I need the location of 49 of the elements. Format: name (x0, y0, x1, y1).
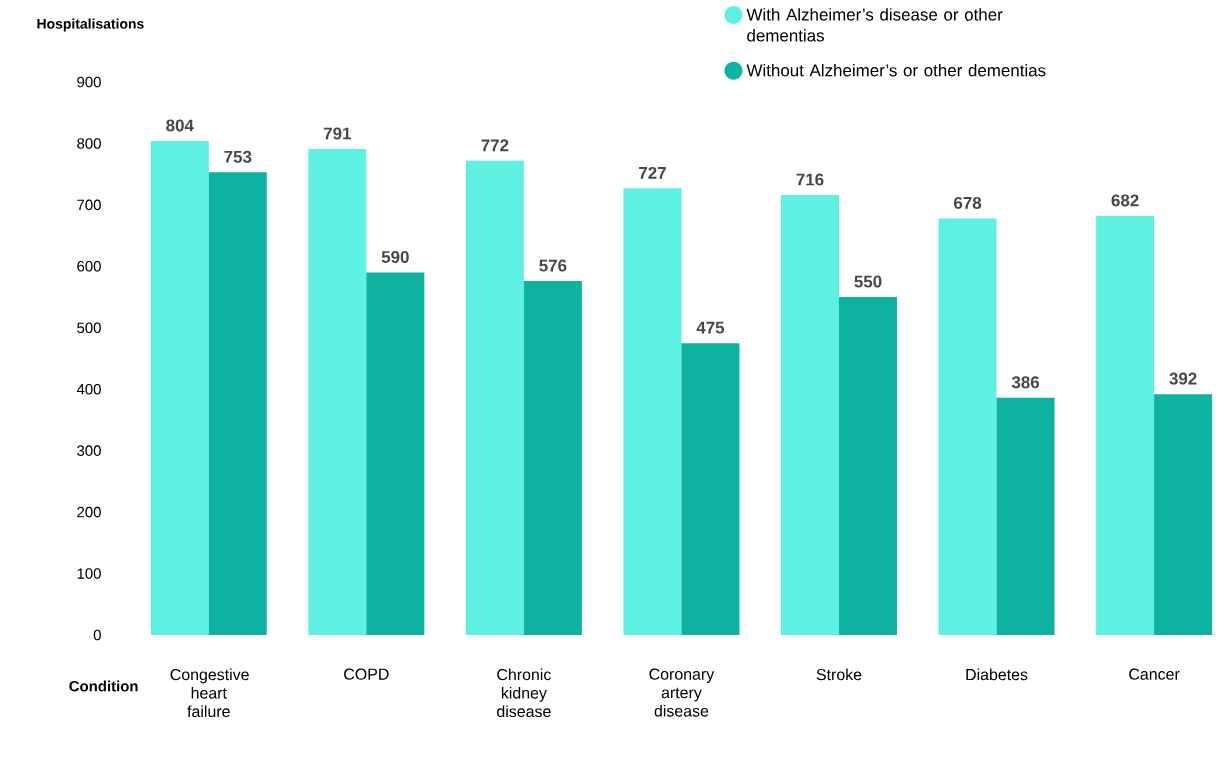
x-axis-title: Condition (69, 680, 138, 692)
bar (366, 272, 425, 635)
bar (838, 297, 897, 635)
bar (150, 140, 209, 635)
data-label: 682 (1111, 194, 1139, 207)
legend-label: Without Alzheimer’s or other dementias (746, 63, 1046, 77)
bar (465, 160, 524, 635)
data-label: 576 (539, 259, 567, 272)
data-label: 392 (1169, 372, 1197, 385)
data-label: 791 (323, 127, 351, 140)
x-tick-label: COPD (344, 668, 389, 680)
y-tick-label: 600 (77, 261, 101, 272)
bar (681, 343, 740, 635)
y-tick-label: 700 (77, 199, 101, 211)
y-tick-label: 300 (77, 445, 101, 456)
bar (208, 172, 267, 635)
y-axis-title: Hospitalisations (37, 18, 144, 32)
y-tick-label: 400 (76, 383, 101, 395)
bar (523, 281, 582, 635)
y-tick-label: 500 (77, 322, 101, 334)
data-label: 804 (166, 119, 194, 132)
bar (308, 148, 367, 635)
y-tick-label: 100 (77, 568, 101, 579)
x-tick-label: Cancer (1129, 668, 1180, 680)
data-label: 386 (1011, 376, 1040, 389)
bar (1154, 394, 1213, 635)
data-label: 475 (696, 321, 725, 334)
bar (1096, 215, 1155, 635)
data-label: 753 (224, 150, 252, 163)
x-tick-label: Congestive heart failure (170, 668, 249, 718)
y-tick-label: 800 (77, 138, 101, 149)
data-label: 678 (954, 196, 982, 209)
bar (938, 218, 997, 635)
x-tick-label: Stroke (816, 668, 862, 681)
y-tick-label: 200 (77, 506, 101, 518)
data-label: 716 (796, 173, 824, 186)
data-label: 727 (639, 166, 666, 179)
bar (780, 195, 839, 635)
legend-label: With Alzheimer’s disease or other dementias (746, 8, 1003, 42)
data-label: 590 (381, 250, 409, 263)
data-label: 772 (481, 139, 509, 152)
x-tick-label: Coronary artery disease (649, 668, 715, 717)
x-tick-label: Chronic kidney disease (497, 668, 551, 718)
data-label: 550 (854, 275, 882, 288)
bar (623, 188, 682, 635)
bar (996, 397, 1055, 635)
y-tick-label: 0 (93, 629, 101, 641)
x-tick-label: Diabetes (966, 668, 1028, 681)
y-tick-label: 900 (77, 76, 101, 88)
